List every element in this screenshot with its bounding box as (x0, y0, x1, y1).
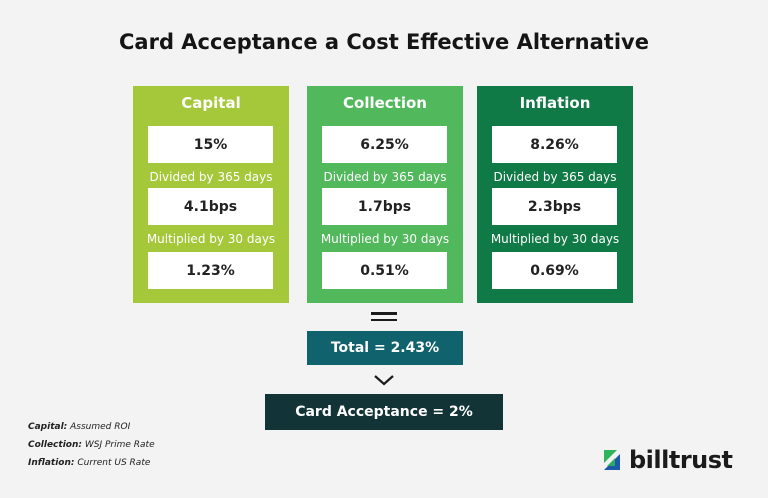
footnote-desc: Current US Rate (77, 458, 151, 468)
inflation-bps-box: 2.3bps (492, 188, 617, 225)
card-acceptance-box: Card Acceptance = 2% (265, 394, 503, 430)
capital-header: Capital (181, 94, 241, 112)
footnote-term: Inflation: (28, 458, 75, 468)
inflation-divide-label: Divided by 365 days (493, 170, 617, 184)
footnote-inflation: Inflation: Current US Rate (28, 458, 155, 476)
footnote-desc: WSJ Prime Rate (84, 440, 155, 450)
inflation-column: Inflation 8.26% Divided by 365 days 2.3b… (477, 86, 633, 303)
footnote-collection: Collection: WSJ Prime Rate (28, 440, 155, 458)
inflation-multiply-label: Multiplied by 30 days (490, 232, 620, 246)
inflation-result-box: 0.69% (492, 252, 617, 289)
capital-divide-label: Divided by 365 days (149, 170, 273, 184)
collection-result-box: 0.51% (322, 252, 447, 289)
billtrust-logo: billtrust (601, 446, 733, 474)
collection-header: Collection (343, 94, 427, 112)
footnote-desc: Assumed ROI (70, 422, 131, 432)
capital-rate-box: 15% (148, 126, 273, 163)
collection-column: Collection 6.25% Divided by 365 days 1.7… (307, 86, 463, 303)
footnote-capital: Capital: Assumed ROI (28, 422, 155, 440)
collection-divide-label: Divided by 365 days (323, 170, 447, 184)
footnote-term: Capital: (28, 422, 68, 432)
capital-column: Capital 15% Divided by 365 days 4.1bps M… (133, 86, 289, 303)
inflation-header: Inflation (519, 94, 591, 112)
footnote-term: Collection: (28, 440, 82, 450)
collection-rate-box: 6.25% (322, 126, 447, 163)
equals-icon (371, 312, 397, 321)
billtrust-logo-icon (604, 450, 620, 470)
collection-multiply-label: Multiplied by 30 days (320, 232, 450, 246)
capital-bps-box: 4.1bps (148, 188, 273, 225)
page-title: Card Acceptance a Cost Effective Alterna… (119, 30, 649, 54)
inflation-rate-box: 8.26% (492, 126, 617, 163)
capital-multiply-label: Multiplied by 30 days (146, 232, 276, 246)
chevron-down-icon (374, 375, 394, 386)
capital-result-box: 1.23% (148, 252, 273, 289)
total-box: Total = 2.43% (307, 331, 463, 365)
footnotes: Capital: Assumed ROI Collection: WSJ Pri… (28, 422, 155, 476)
collection-bps-box: 1.7bps (322, 188, 447, 225)
brand-name: billtrust (629, 446, 733, 474)
